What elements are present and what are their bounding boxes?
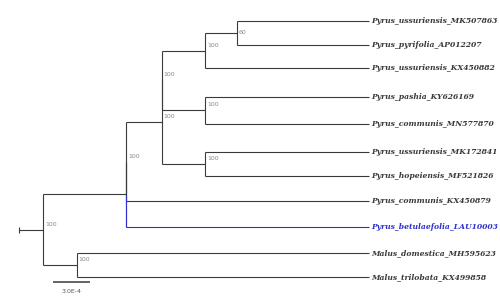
Text: 100: 100 — [164, 114, 175, 119]
Text: 3.0E-4: 3.0E-4 — [62, 289, 82, 294]
Text: 100: 100 — [45, 222, 56, 227]
Text: Pyrus_ussuriensis_MK507863: Pyrus_ussuriensis_MK507863 — [371, 17, 498, 25]
Text: 100: 100 — [164, 73, 175, 77]
Text: 100: 100 — [78, 257, 90, 262]
Text: Malus_domestica_MH595623: Malus_domestica_MH595623 — [371, 250, 496, 257]
Text: Pyrus_communis_KX450879: Pyrus_communis_KX450879 — [371, 197, 491, 205]
Text: Pyrus_betulaefolia_LAU10003: Pyrus_betulaefolia_LAU10003 — [371, 222, 498, 231]
Text: Pyrus_pashia_KY626169: Pyrus_pashia_KY626169 — [371, 93, 474, 101]
Text: Pyrus_ussuriensis_KX450882: Pyrus_ussuriensis_KX450882 — [371, 64, 495, 73]
Text: 100: 100 — [128, 154, 140, 159]
Text: Pyrus_ussuriensis_MK172841: Pyrus_ussuriensis_MK172841 — [371, 148, 498, 156]
Text: Pyrus_pyrifolia_AP012207: Pyrus_pyrifolia_AP012207 — [371, 41, 482, 49]
Text: Pyrus_hopeiensis_MF521826: Pyrus_hopeiensis_MF521826 — [371, 172, 494, 180]
Text: 100: 100 — [207, 156, 218, 161]
Text: Malus_trilobata_KX499858: Malus_trilobata_KX499858 — [371, 273, 486, 281]
Text: 60: 60 — [238, 30, 246, 35]
Text: 100: 100 — [207, 43, 218, 48]
Text: 100: 100 — [207, 102, 218, 107]
Text: Pyrus_communis_MN577870: Pyrus_communis_MN577870 — [371, 120, 494, 128]
